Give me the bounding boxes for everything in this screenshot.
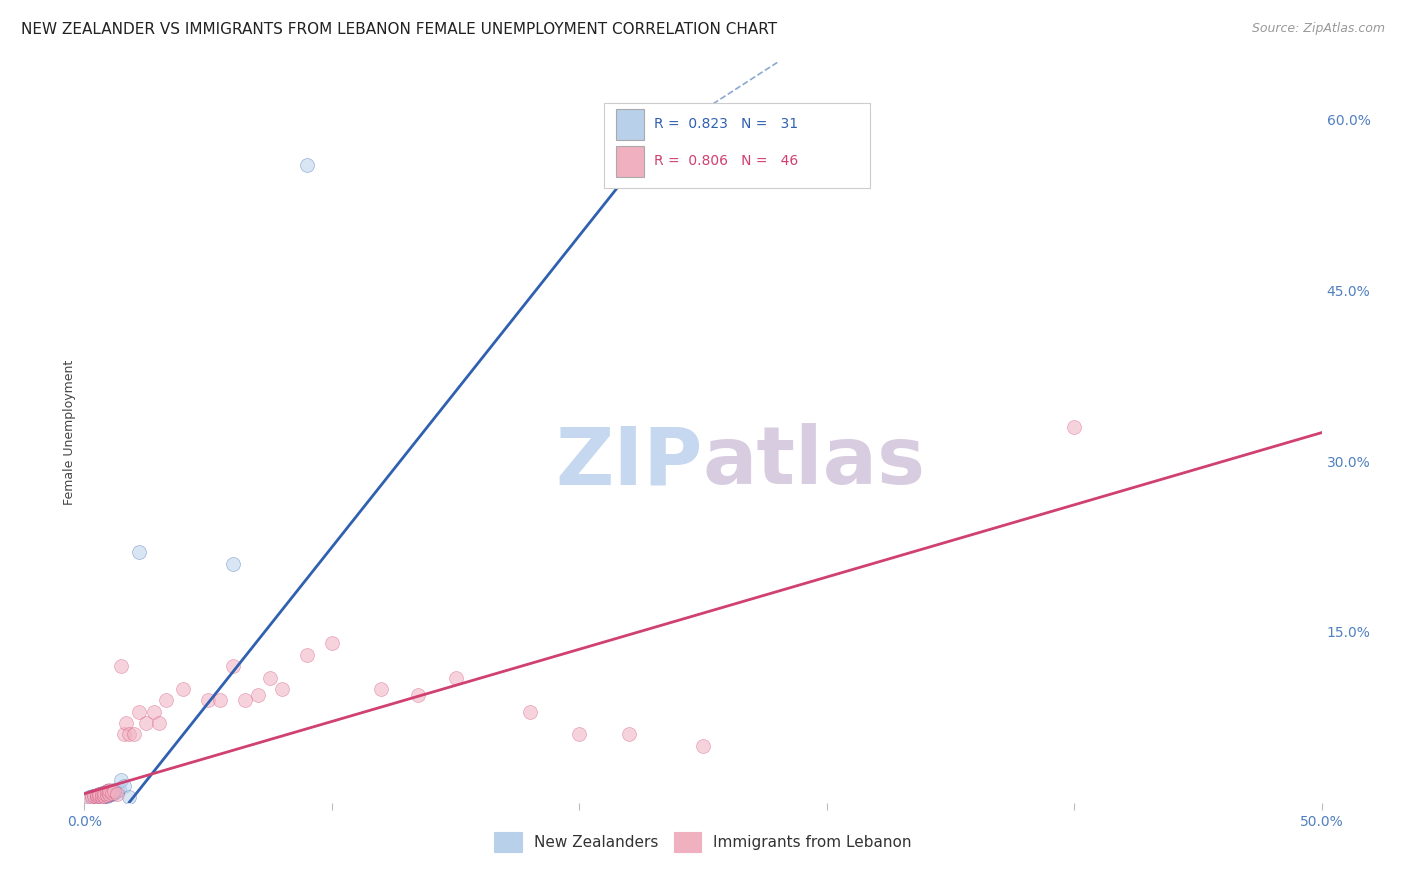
Point <box>83 789 105 803</box>
Point <box>259 671 281 685</box>
Point <box>122 727 145 741</box>
Point <box>197 693 219 707</box>
Point <box>110 772 132 787</box>
Text: R =  0.823   N =   31: R = 0.823 N = 31 <box>654 117 797 131</box>
Point <box>90 790 112 805</box>
Point <box>135 716 157 731</box>
Point <box>209 693 232 707</box>
Point <box>96 784 118 798</box>
Text: NEW ZEALANDER VS IMMIGRANTS FROM LEBANON FEMALE UNEMPLOYMENT CORRELATION CHART: NEW ZEALANDER VS IMMIGRANTS FROM LEBANON… <box>21 22 778 37</box>
Point <box>90 790 112 805</box>
Point <box>96 787 118 801</box>
Point <box>112 727 135 741</box>
Point <box>93 789 115 803</box>
Point <box>98 783 121 797</box>
Point <box>112 779 135 793</box>
Text: R =  0.806   N =   46: R = 0.806 N = 46 <box>654 154 797 168</box>
Point <box>444 671 467 685</box>
Point <box>89 787 111 801</box>
Point <box>115 716 138 731</box>
Point <box>321 636 343 650</box>
Point <box>90 788 112 802</box>
Point <box>100 787 122 801</box>
Point <box>89 787 111 801</box>
Point <box>110 659 132 673</box>
Point <box>90 786 112 800</box>
Legend: New Zealanders, Immigrants from Lebanon: New Zealanders, Immigrants from Lebanon <box>488 826 918 858</box>
Point <box>128 705 150 719</box>
Point <box>295 158 318 172</box>
Point <box>295 648 318 662</box>
Point <box>103 783 125 797</box>
Point <box>148 716 170 731</box>
Point <box>96 789 118 803</box>
Point <box>222 659 245 673</box>
Point <box>98 788 121 802</box>
Point <box>118 790 141 805</box>
Point <box>105 787 128 801</box>
FancyBboxPatch shape <box>605 103 870 188</box>
Point <box>246 688 269 702</box>
Point <box>96 788 118 802</box>
Point <box>93 788 115 802</box>
Point <box>79 792 101 806</box>
Point <box>142 705 165 719</box>
Point <box>103 786 125 800</box>
Point <box>90 787 112 801</box>
Point <box>118 727 141 741</box>
Point <box>155 693 177 707</box>
Point <box>617 727 640 741</box>
Point <box>408 688 430 702</box>
Point <box>83 789 105 803</box>
Point <box>80 789 103 803</box>
Point <box>172 681 194 696</box>
Point <box>233 693 256 707</box>
Point <box>568 727 591 741</box>
Point <box>98 787 121 801</box>
Point <box>93 789 115 803</box>
Point <box>100 784 122 798</box>
Point <box>89 789 111 803</box>
Point <box>98 787 121 801</box>
Point <box>271 681 294 696</box>
Text: ZIP: ZIP <box>555 423 703 501</box>
Point <box>86 790 108 805</box>
Point <box>103 784 125 798</box>
Point <box>86 790 108 805</box>
Bar <box>616 146 644 178</box>
Point <box>370 681 392 696</box>
Point <box>1063 420 1085 434</box>
Bar <box>616 109 644 140</box>
Text: Source: ZipAtlas.com: Source: ZipAtlas.com <box>1251 22 1385 36</box>
Point <box>98 784 121 798</box>
Point <box>692 739 714 753</box>
Y-axis label: Female Unemployment: Female Unemployment <box>63 360 76 505</box>
Point <box>79 790 101 805</box>
Point <box>100 786 122 800</box>
Point <box>80 790 103 805</box>
Point <box>86 788 108 802</box>
Point <box>86 788 108 802</box>
Point <box>128 545 150 559</box>
Point <box>93 786 115 800</box>
Point <box>108 782 131 797</box>
Point <box>96 784 118 798</box>
Point <box>93 786 115 800</box>
Text: atlas: atlas <box>703 423 927 501</box>
Point <box>519 705 541 719</box>
Point <box>105 784 128 798</box>
Point <box>222 557 245 571</box>
Point <box>89 789 111 803</box>
